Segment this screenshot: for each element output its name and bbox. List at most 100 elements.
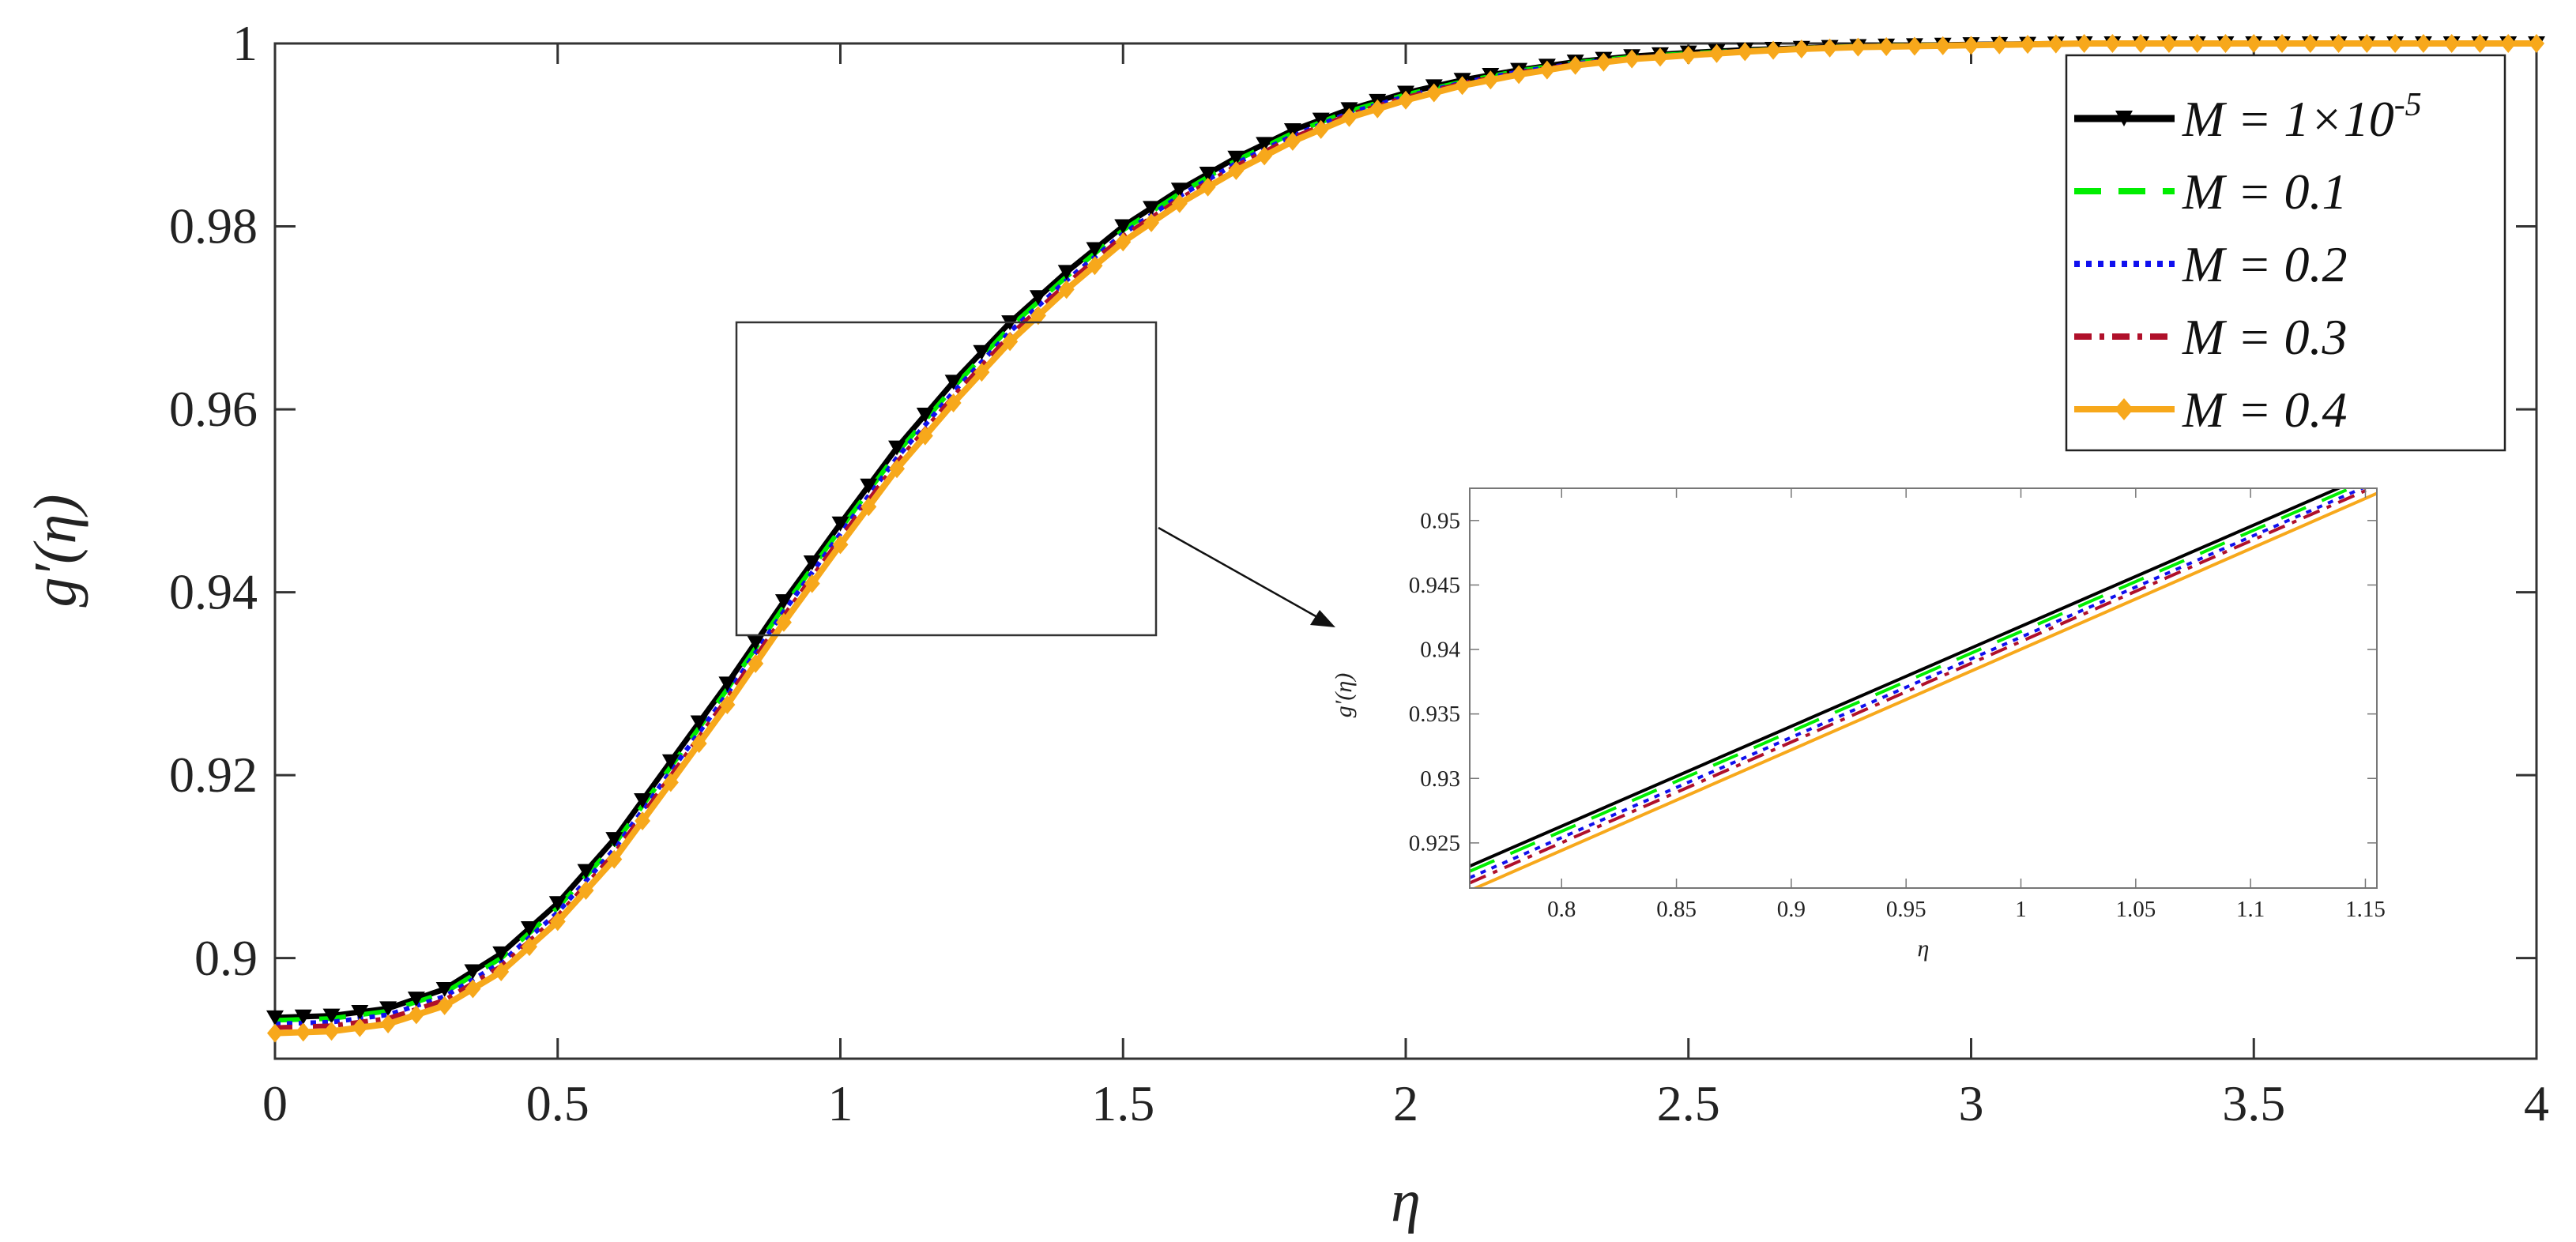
legend-label-superscript: -5 xyxy=(2394,87,2422,123)
main-marker-diamond xyxy=(2189,34,2205,53)
main-marker-triangle xyxy=(294,1009,312,1025)
main-marker-triangle xyxy=(634,792,652,808)
main-marker-diamond xyxy=(775,612,792,632)
main-marker-diamond xyxy=(1680,46,1697,66)
main-marker-triangle xyxy=(407,992,425,1007)
inset-series-line-3 xyxy=(1470,488,2375,885)
main-marker-triangle xyxy=(860,478,878,494)
main-marker-diamond xyxy=(352,1018,368,1037)
main-marker-diamond xyxy=(465,979,481,999)
main-marker-diamond xyxy=(1850,37,1866,57)
main-marker-triangle xyxy=(1170,183,1188,198)
main-marker-diamond xyxy=(2217,34,2234,53)
main-marker-diamond xyxy=(1030,306,1046,326)
main-marker-diamond xyxy=(1482,70,1499,90)
main-marker-triangle xyxy=(605,832,623,848)
inset-series-line-4 xyxy=(1471,491,2377,888)
main-marker-diamond xyxy=(832,535,849,555)
inset-x-tick-label: 1.05 xyxy=(2115,897,2156,922)
main-marker-diamond xyxy=(1341,107,1358,127)
legend-label-text: M = 1×10 xyxy=(2182,91,2394,147)
main-marker-triangle xyxy=(888,440,906,456)
inset-series-line-0 xyxy=(1470,488,2343,868)
inset-y-tick-label: 0.945 xyxy=(1409,573,1460,598)
main-marker-diamond xyxy=(1284,131,1301,151)
main-marker-diamond xyxy=(2415,34,2431,53)
main-marker-diamond xyxy=(748,653,764,673)
main-marker-diamond xyxy=(1793,39,1810,58)
inset-y-tick-label: 0.925 xyxy=(1409,830,1460,856)
main-marker-diamond xyxy=(1538,60,1555,80)
main-marker-triangle xyxy=(1114,219,1132,235)
main-marker-diamond xyxy=(2443,34,2460,53)
main-marker-triangle xyxy=(1057,265,1075,280)
main-marker-diamond xyxy=(606,849,623,869)
inset-plot: 0.8 0.85 0.9 0.95 1 1.05 1.1 1.15 0.925 0.93 0.93… xyxy=(1331,487,2386,962)
main-marker-triangle xyxy=(577,864,595,879)
main-marker-diamond xyxy=(1256,146,1273,166)
main-marker-triangle xyxy=(718,676,736,692)
main-marker-diamond xyxy=(917,426,933,446)
main-marker-diamond xyxy=(635,811,651,831)
inset-y-tick-label: 0.94 xyxy=(1420,638,1460,663)
main-marker-diamond xyxy=(2529,34,2544,53)
main-marker-diamond xyxy=(380,1014,397,1034)
main-marker-triangle xyxy=(774,594,793,610)
main-marker-diamond xyxy=(2472,34,2488,53)
main-marker-triangle xyxy=(435,982,454,998)
main-marker-diamond xyxy=(267,1023,283,1043)
main-y-tick-label: 0.9 xyxy=(194,930,258,986)
legend-label-3: M = 0.3 xyxy=(2182,309,2348,365)
main-y-tick-label: 0.96 xyxy=(169,381,258,437)
main-marker-triangle xyxy=(747,635,765,651)
main-marker-diamond xyxy=(1765,40,1782,60)
main-marker-diamond xyxy=(2500,34,2517,53)
main-y-tick-label: 0.94 xyxy=(169,564,258,620)
main-marker-diamond xyxy=(1595,52,1612,72)
main-x-tick-label: 0.5 xyxy=(526,1075,589,1131)
main-marker-diamond xyxy=(2104,34,2121,53)
main-marker-diamond xyxy=(1228,160,1245,180)
main-marker-diamond xyxy=(408,1005,424,1025)
main-series-line-2 xyxy=(274,41,2536,1026)
main-marker-diamond xyxy=(1511,65,1527,85)
main-y-tick-labels: 0.9 0.92 0.94 0.96 0.98 1 xyxy=(169,15,258,986)
main-y-axis-title: g′(η) xyxy=(22,495,89,608)
inset-y-tick-label: 0.93 xyxy=(1420,766,1460,792)
main-x-tick-label: 2 xyxy=(1393,1075,1418,1131)
main-marker-diamond xyxy=(1087,256,1103,276)
main-marker-diamond xyxy=(1398,90,1414,110)
main-x-axis-title: η xyxy=(1391,1168,1421,1234)
main-marker-diamond xyxy=(2302,34,2318,53)
main-marker-diamond xyxy=(2330,34,2347,53)
main-marker-triangle xyxy=(520,921,538,937)
main-marker-diamond xyxy=(1934,36,1951,55)
main-y-tick-label: 0.98 xyxy=(169,198,258,254)
main-marker-diamond xyxy=(436,995,453,1015)
inset-x-tick-label: 0.85 xyxy=(1656,897,1697,922)
main-y-tick-label: 0.92 xyxy=(169,747,258,803)
zoom-region-box xyxy=(735,321,1158,637)
main-x-tick-label: 3.5 xyxy=(2222,1075,2285,1131)
main-marker-diamond xyxy=(1963,36,1979,55)
main-marker-diamond xyxy=(2246,34,2262,53)
main-y-tick-label: 1 xyxy=(232,15,258,71)
main-marker-diamond xyxy=(1312,119,1329,139)
main-marker-triangle xyxy=(1086,242,1104,258)
main-marker-triangle xyxy=(1199,166,1217,182)
inset-tick-marks xyxy=(1470,488,2377,888)
legend-items: M = 1×10-5 M = 0.1 M = 0.2 M = 0.3 M = 0.4 xyxy=(2074,87,2422,438)
main-x-tick-label: 2.5 xyxy=(1657,1075,1720,1131)
legend-label-text: M = 0.2 xyxy=(2182,236,2348,292)
main-marker-diamond xyxy=(889,459,906,479)
legend-marker-diamond xyxy=(2115,398,2133,420)
main-marker-diamond xyxy=(295,1022,311,1042)
main-marker-diamond xyxy=(1567,55,1584,75)
main-marker-triangle xyxy=(548,896,567,912)
main-marker-diamond xyxy=(2160,34,2177,53)
main-marker-diamond xyxy=(1058,280,1075,299)
inset-x-tick-label: 0.95 xyxy=(1886,897,1926,922)
main-marker-diamond xyxy=(2076,34,2092,53)
legend-label-2: M = 0.2 xyxy=(2182,236,2348,292)
main-marker-diamond xyxy=(945,393,962,412)
